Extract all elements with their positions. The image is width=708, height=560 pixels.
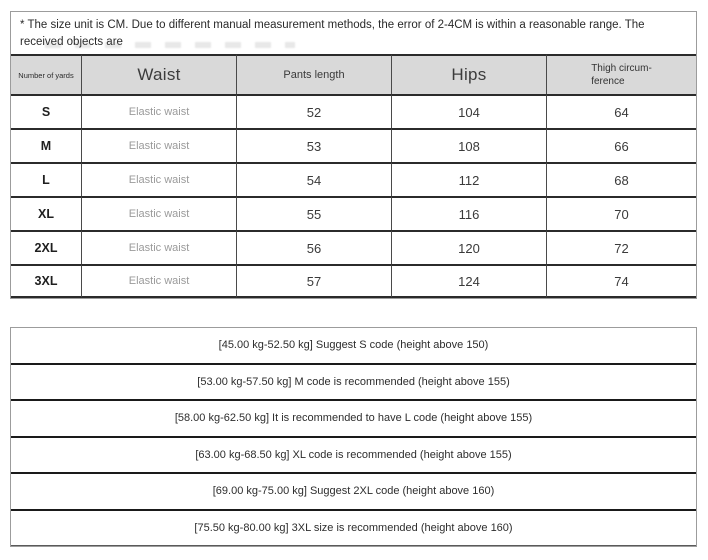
thigh-cell: 70 <box>546 196 696 230</box>
size-cell: L <box>11 162 81 196</box>
waist-cell: Elastic waist <box>81 128 236 162</box>
size-table: Number of yards Waist Pants length Hips … <box>11 54 696 298</box>
thigh-cell: 72 <box>546 230 696 264</box>
col-header-pants-length: Pants length <box>236 54 391 94</box>
table-row-xl: XL Elastic waist 55 116 70 <box>11 196 696 230</box>
size-cell: S <box>11 94 81 128</box>
col-header-hips: Hips <box>391 54 546 94</box>
size-cell: 3XL <box>11 264 81 298</box>
table-row-m: M Elastic waist 53 108 66 <box>11 128 696 162</box>
pants-length-cell: 56 <box>236 230 391 264</box>
col-header-waist: Waist <box>81 54 236 94</box>
recommendation-row-2xl: [69.00 kg-75.00 kg] Suggest 2XL code (he… <box>11 474 696 511</box>
pants-length-cell: 54 <box>236 162 391 196</box>
size-chart-container: * The size unit is CM. Due to different … <box>10 11 697 299</box>
thigh-cell: 64 <box>546 94 696 128</box>
table-row-3xl: 3XL Elastic waist 57 124 74 <box>11 264 696 298</box>
size-cell: M <box>11 128 81 162</box>
header-row: Number of yards Waist Pants length Hips … <box>11 54 696 94</box>
recommendation-row-m: [53.00 kg-57.50 kg] M code is recommende… <box>11 365 696 401</box>
size-cell: 2XL <box>11 230 81 264</box>
hips-cell: 108 <box>391 128 546 162</box>
pants-length-cell: 52 <box>236 94 391 128</box>
recommendation-row-s: [45.00 kg-52.50 kg] Suggest S code (heig… <box>11 328 696 365</box>
table-row-l: L Elastic waist 54 112 68 <box>11 162 696 196</box>
thigh-cell: 68 <box>546 162 696 196</box>
hips-cell: 112 <box>391 162 546 196</box>
thigh-cell: 66 <box>546 128 696 162</box>
waist-cell: Elastic waist <box>81 196 236 230</box>
table-row-s: S Elastic waist 52 104 64 <box>11 94 696 128</box>
col-header-number-of-yards: Number of yards <box>11 54 81 94</box>
recommendation-table: [45.00 kg-52.50 kg] Suggest S code (heig… <box>10 327 697 547</box>
hips-cell: 120 <box>391 230 546 264</box>
thigh-cell: 74 <box>546 264 696 298</box>
waist-cell: Elastic waist <box>81 94 236 128</box>
pants-length-cell: 53 <box>236 128 391 162</box>
hips-cell: 104 <box>391 94 546 128</box>
waist-cell: Elastic waist <box>81 264 236 298</box>
pants-length-cell: 57 <box>236 264 391 298</box>
waist-cell: Elastic waist <box>81 162 236 196</box>
disclaimer: * The size unit is CM. Due to different … <box>11 12 696 54</box>
size-table-body: S Elastic waist 52 104 64 M Elastic wais… <box>11 94 696 298</box>
table-row-2xl: 2XL Elastic waist 56 120 72 <box>11 230 696 264</box>
waist-cell: Elastic waist <box>81 230 236 264</box>
hips-cell: 116 <box>391 196 546 230</box>
col-header-thigh-circumference: Thigh circum- ference <box>546 54 696 94</box>
size-table-header: Number of yards Waist Pants length Hips … <box>11 54 696 94</box>
thigh-header-label: Thigh circum- ference <box>591 62 652 88</box>
recommendation-row-3xl: [75.50 kg-80.00 kg] 3XL size is recommen… <box>11 511 696 546</box>
pants-length-cell: 55 <box>236 196 391 230</box>
recommendation-row-xl: [63.00 kg-68.50 kg] XL code is recommend… <box>11 438 696 474</box>
disclaimer-text: * The size unit is CM. Due to different … <box>20 19 645 48</box>
hips-cell: 124 <box>391 264 546 298</box>
size-cell: XL <box>11 196 81 230</box>
recommendation-row-l: [58.00 kg-62.50 kg] It is recommended to… <box>11 401 696 438</box>
